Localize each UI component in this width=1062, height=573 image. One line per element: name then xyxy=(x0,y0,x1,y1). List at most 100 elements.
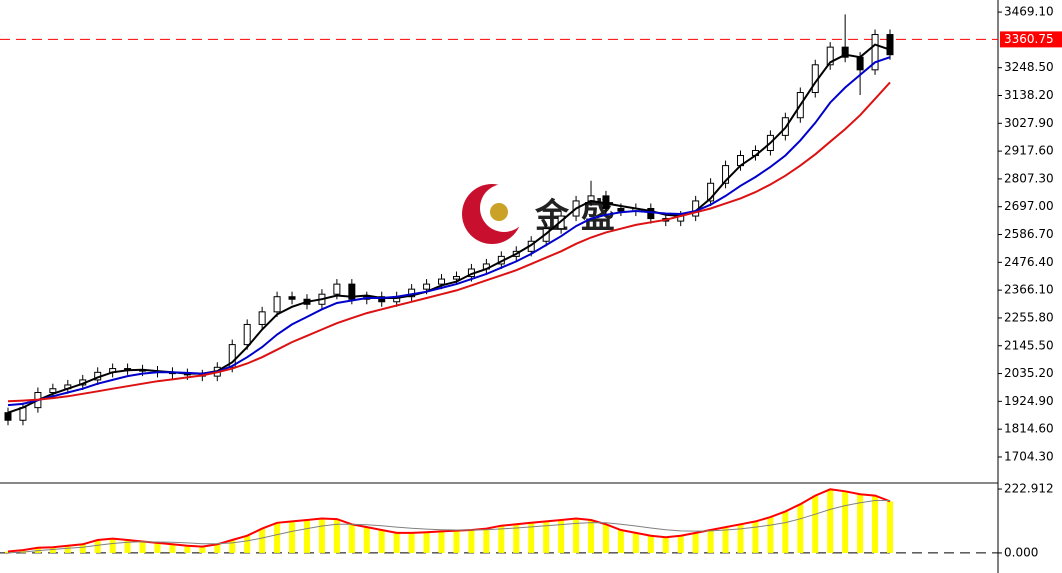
y-tick-label: 1924.90 xyxy=(1004,394,1054,408)
histogram-bar xyxy=(109,538,116,553)
histogram-bar xyxy=(19,550,26,553)
histogram-bar xyxy=(722,527,729,553)
histogram-bar xyxy=(408,532,415,553)
candle xyxy=(871,29,879,75)
y-tick-label: 2255.80 xyxy=(1004,310,1054,324)
histogram-bar xyxy=(438,531,445,553)
candle-body xyxy=(841,46,849,58)
y-tick-label: 2807.30 xyxy=(1004,171,1054,185)
histogram-bar xyxy=(887,501,893,553)
histogram-bar xyxy=(857,494,864,553)
y-tick-label: 3248.50 xyxy=(1004,60,1054,74)
histogram-bar xyxy=(752,521,759,553)
histogram-bar xyxy=(782,511,789,553)
histogram-bar xyxy=(513,524,520,553)
candle-body xyxy=(826,46,834,66)
histogram-bar xyxy=(154,542,161,553)
candle xyxy=(258,306,266,330)
y-tick-label: 2586.70 xyxy=(1004,227,1054,241)
candle-body xyxy=(258,311,266,325)
candle-body xyxy=(707,182,715,202)
histogram-bar xyxy=(274,522,281,553)
candle xyxy=(288,291,296,305)
last-price-box xyxy=(1000,31,1062,48)
histogram-bar xyxy=(573,518,580,553)
histogram-bar xyxy=(393,532,400,553)
histogram-bar xyxy=(528,522,535,553)
histogram-bar xyxy=(348,524,355,553)
histogram-bar xyxy=(124,540,131,553)
candle-body xyxy=(348,283,356,300)
histogram-bar xyxy=(797,504,804,553)
moving-average xyxy=(7,56,891,407)
histogram-bar xyxy=(184,545,191,553)
y-tick-label: 222.912 xyxy=(1004,482,1054,496)
histogram-bar xyxy=(827,489,834,553)
y-tick-label: 2145.50 xyxy=(1004,338,1054,352)
histogram-bar xyxy=(707,530,714,553)
histogram-bar xyxy=(79,544,86,553)
candle xyxy=(243,319,251,350)
y-tick-label: 1814.60 xyxy=(1004,422,1054,436)
candle-body xyxy=(856,56,864,71)
histogram-bar xyxy=(632,532,639,553)
candle-body xyxy=(333,283,341,295)
candle-body xyxy=(243,323,251,346)
histogram-bar xyxy=(543,521,550,553)
histogram-bar xyxy=(229,540,236,553)
candle-body xyxy=(423,283,431,290)
histogram-bar xyxy=(692,532,699,553)
y-tick-label: 0.000 xyxy=(1004,545,1038,559)
candle-body xyxy=(4,412,12,421)
histogram-bar xyxy=(303,519,310,553)
histogram-bar xyxy=(5,551,11,553)
y-tick-label: 2366.10 xyxy=(1004,283,1054,297)
histogram-bar xyxy=(94,540,101,553)
candle-body xyxy=(378,296,386,303)
candle-body xyxy=(273,296,281,313)
histogram-bar xyxy=(363,527,370,553)
candle-body xyxy=(452,276,460,280)
candle-body xyxy=(288,296,296,300)
candle-body xyxy=(886,34,894,56)
candle-body xyxy=(49,388,57,394)
candle-body xyxy=(19,407,27,421)
histogram-bar xyxy=(259,528,266,553)
histogram-bar xyxy=(333,519,340,553)
candle-body xyxy=(871,34,879,71)
candle xyxy=(886,29,894,60)
histogram-bar xyxy=(468,530,475,553)
histogram-bar xyxy=(244,535,251,553)
histogram-bar xyxy=(617,530,624,553)
histogram-bar xyxy=(199,546,206,553)
histogram-bar xyxy=(318,518,325,553)
last-price-label: 3360.75 xyxy=(1004,32,1054,46)
y-tick-label: 1704.30 xyxy=(1004,449,1054,463)
y-tick-label: 3138.20 xyxy=(1004,88,1054,102)
y-tick-label: 3469.10 xyxy=(1004,5,1054,19)
histogram-bar xyxy=(139,541,146,553)
histogram-line xyxy=(7,488,891,553)
moving-average xyxy=(7,43,891,414)
candle-body xyxy=(228,344,236,368)
watermark-logo xyxy=(462,184,528,244)
candle-body xyxy=(722,165,730,184)
y-tick-label: 3027.90 xyxy=(1004,116,1054,130)
histogram-bar xyxy=(49,547,56,553)
candle-body xyxy=(617,207,625,212)
histogram-bar xyxy=(169,544,176,553)
signal-line xyxy=(7,500,890,554)
candle xyxy=(438,274,446,290)
histogram-bar xyxy=(498,525,505,553)
histogram-bar xyxy=(453,530,460,553)
histogram-bar xyxy=(662,537,669,553)
histogram-bar xyxy=(737,524,744,553)
y-tick-label: 2476.40 xyxy=(1004,255,1054,269)
logo-ball xyxy=(490,203,508,221)
y-tick-label: 2917.60 xyxy=(1004,144,1054,158)
candle-body xyxy=(438,278,446,285)
histogram-bar xyxy=(378,530,385,553)
candle xyxy=(49,383,57,398)
histogram-bar xyxy=(558,519,565,553)
